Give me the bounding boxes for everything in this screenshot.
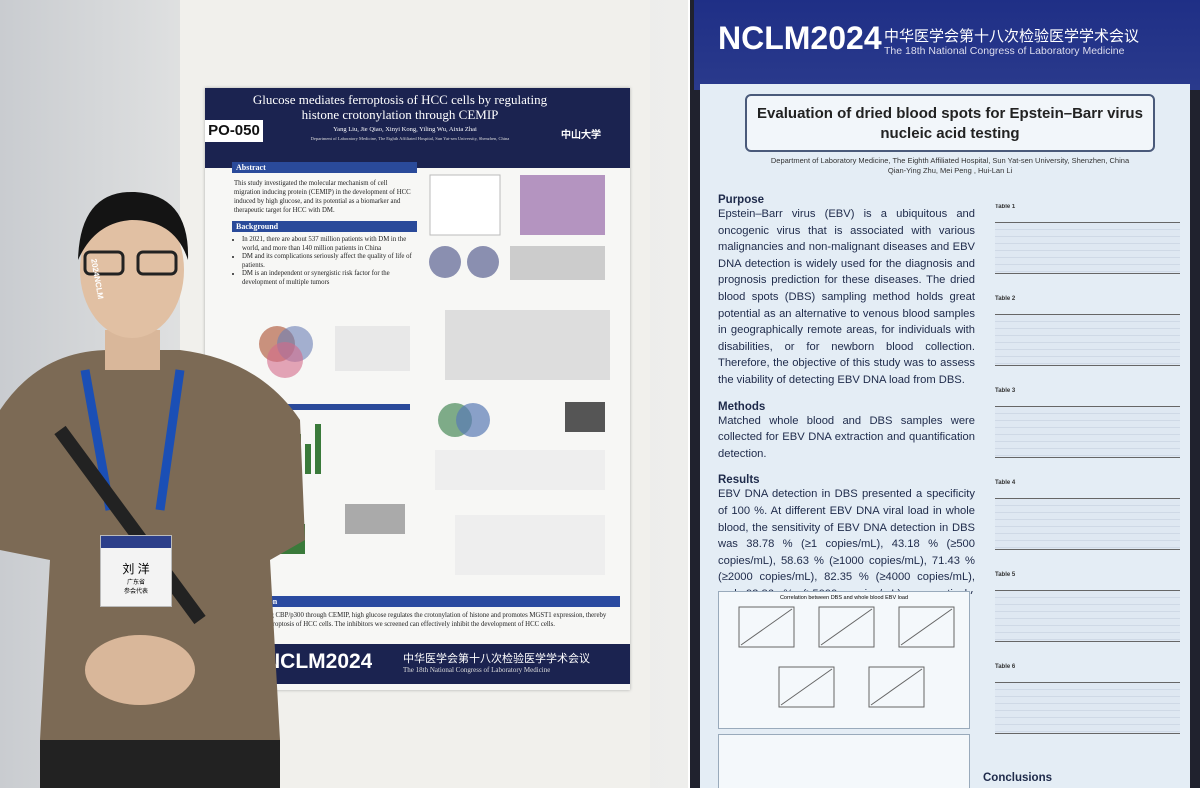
table: [995, 222, 1180, 274]
header-en: The 18th National Congress of Laboratory…: [884, 45, 1125, 57]
table-block: Table 1: [995, 204, 1180, 284]
background-bullet: DM is an independent or synergistic risk…: [242, 270, 417, 287]
poster: Glucose mediates ferroptosis of HCC cell…: [205, 88, 630, 690]
authors: Qian-Ying Zhu, Mei Peng , Hui-Lan Li: [887, 166, 1013, 175]
poster-footer: NCLM2024 中华医学会第十八次检验医学学术会议 The 18th Nati…: [255, 644, 630, 684]
affiliation: Department of Laboratory Medicine, The E…: [770, 156, 1130, 165]
poster-authors: Yang Liu, Jie Qiao, Xinyi Kong, Yiling W…: [333, 126, 477, 133]
text-column: Purpose Epstein–Barr virus (EBV) is a ub…: [718, 194, 975, 594]
section-heading: Purpose: [718, 194, 765, 206]
poster-header: Glucose mediates ferroptosis of HCC cell…: [205, 88, 630, 168]
section-heading: Conclusions: [983, 772, 1053, 784]
footer-cn: 中华医学会第十八次检验医学学术会议: [403, 653, 590, 665]
abstract-text: This study investigated the molecular me…: [234, 180, 411, 214]
table: [995, 314, 1180, 366]
footer-en: The 18th National Congress of Laboratory…: [403, 666, 551, 674]
background-bullet: In 2021, there are about 537 million pat…: [242, 236, 417, 253]
table-label: Table 3: [995, 388, 1016, 394]
poster-affiliation: Department of Laboratory Medicine, The E…: [310, 136, 510, 141]
badge: 刘 洋 广东省 参会代表: [100, 535, 172, 607]
header-cn: 中华医学会第十八次检验医学学术会议: [884, 28, 1140, 45]
badge-province: 广东省: [126, 580, 145, 586]
table-label: Table 6: [995, 664, 1016, 670]
purpose-text: Epstein–Barr virus (EBV) is a ubiquitous…: [718, 208, 975, 386]
table-block: Table 2: [995, 296, 1180, 376]
figure-title: Correlation between DBS and whole blood …: [779, 595, 909, 601]
background-bullet: DM and its complications seriously affec…: [242, 253, 417, 270]
left-photo: Glucose mediates ferroptosis of HCC cell…: [0, 0, 688, 788]
poster-logo: 中山大学: [561, 130, 601, 141]
figure-2: [718, 734, 970, 788]
section-heading: Results: [718, 474, 760, 487]
table-label: Table 5: [995, 572, 1016, 578]
section-heading: Methods: [718, 400, 766, 413]
right-photo: NCLM2024 中华医学会第十八次检验医学学术会议 The 18th Nati…: [690, 0, 1200, 788]
poster-title: Glucose mediates ferroptosis of HCC cell…: [252, 92, 548, 122]
table: [995, 406, 1180, 458]
left-figures: [240, 326, 410, 554]
conclusion-text: By mediating CBP/p300 through CEMIP, hig…: [237, 612, 607, 628]
footer-brand: NCLM2024: [265, 650, 373, 673]
badge-role: 参会代表: [123, 589, 148, 595]
poster-header: NCLM2024 中华医学会第十八次检验医学学术会议 The 18th Nati…: [694, 0, 1200, 90]
table-block: Table 4: [995, 480, 1180, 560]
table-block: Table 6: [995, 664, 1180, 744]
table-block: Table 5: [995, 572, 1180, 652]
table-block: Table 3: [995, 388, 1180, 468]
table: [995, 590, 1180, 642]
table-label: Table 2: [995, 296, 1016, 302]
badge-name: 刘 洋: [122, 562, 150, 576]
left-column: Abstract This study investigated the mol…: [232, 162, 417, 402]
figure-panels: [738, 606, 955, 708]
methods-text: Matched whole blood and DBS samples were…: [718, 414, 975, 460]
table-label: Table 4: [995, 480, 1016, 486]
table: [995, 682, 1180, 734]
right-figures: [429, 174, 610, 575]
table-label: Table 1: [995, 204, 1016, 210]
table: [995, 498, 1180, 550]
figure: Correlation between DBS and whole blood …: [718, 591, 970, 729]
tables-column: Table 1 Table 2 Table 3 Table 4 Table 5 Table…: [995, 204, 1180, 764]
poster-body: Evaluation of dried blood spots for Epst…: [700, 84, 1190, 788]
header-brand: NCLM2024: [718, 20, 882, 56]
section-heading: Background: [232, 221, 417, 232]
results-text: EBV DNA detection in DBS presented a spe…: [718, 488, 975, 594]
person: [0, 191, 305, 788]
section-heading: Abstract: [232, 162, 417, 173]
poster-code: PO-050: [205, 120, 263, 142]
poster-title: Evaluation of dried blood spots for Epst…: [745, 94, 1155, 152]
